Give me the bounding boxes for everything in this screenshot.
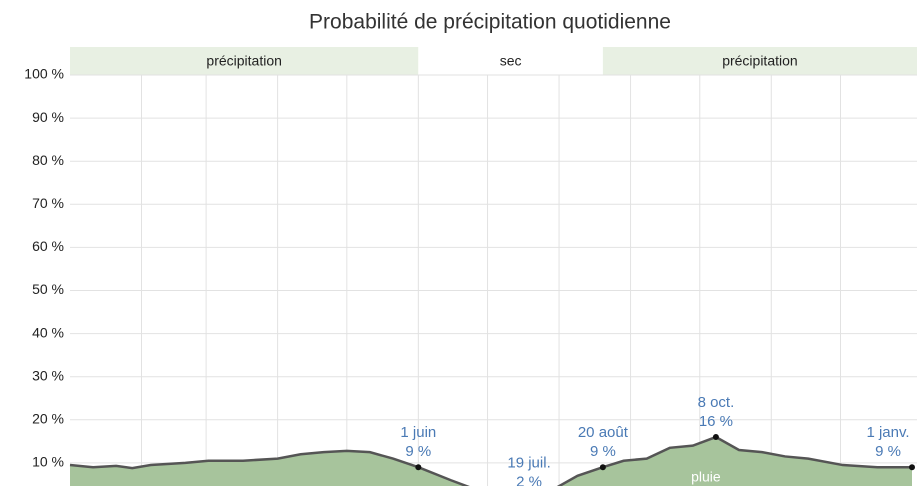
annotation-point [909, 464, 915, 471]
series-label: pluie [691, 469, 721, 485]
annotation-date: 19 juil. [507, 454, 550, 471]
annotation-date: 8 oct. [698, 394, 735, 411]
annotation-point [415, 464, 422, 471]
season-label: sec [500, 53, 522, 69]
line [69, 435, 912, 486]
annotation-value: 2 % [516, 473, 542, 486]
annotation-point [712, 434, 719, 441]
annotation-value: 9 % [590, 443, 616, 460]
annotation-date: 1 juin [400, 424, 436, 441]
annotation-date: 20 août [578, 424, 629, 441]
season-label: précipitation [206, 53, 282, 69]
y-tick-label: 80 % [32, 152, 64, 168]
y-tick-label: 70 % [32, 195, 64, 211]
y-tick-label: 50 % [32, 281, 64, 297]
season-label: précipitation [722, 53, 798, 69]
season-band [70, 47, 419, 75]
area [70, 437, 912, 486]
y-tick-label: 40 % [32, 324, 64, 340]
season-band [418, 47, 603, 75]
annotation-date: 1 janv. [866, 424, 909, 441]
annotation-value: 9 % [405, 443, 431, 460]
y-tick-label: 90 % [32, 109, 64, 125]
y-tick-label: 30 % [32, 367, 64, 383]
annotation-value: 9 % [875, 443, 901, 460]
annotation-point [599, 464, 606, 471]
chart-title: Probabilité de précipitation quotidienne [309, 11, 671, 34]
y-tick-label: 20 % [32, 411, 64, 427]
y-tick-label: 10 % [32, 454, 64, 470]
season-band [602, 47, 917, 75]
annotation-value: 16 % [699, 413, 733, 430]
y-tick-label: 100 % [24, 66, 64, 82]
y-tick-label: 60 % [32, 238, 64, 254]
